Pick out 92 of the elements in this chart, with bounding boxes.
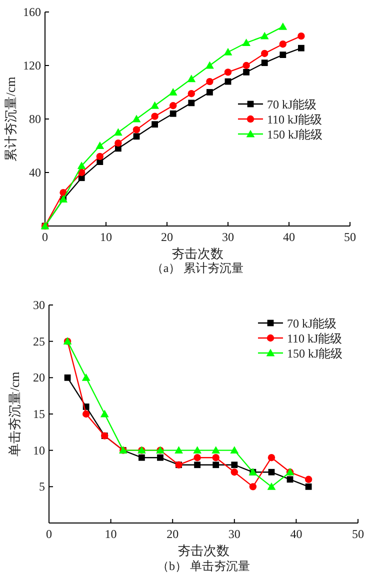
x-tick-label: 40: [283, 230, 295, 244]
point: [206, 61, 214, 69]
point: [170, 102, 177, 110]
legend-label: 70 kJ能级: [287, 316, 337, 330]
y-tick-label: 5: [39, 480, 45, 494]
point: [224, 78, 232, 85]
point: [286, 476, 294, 483]
point: [206, 78, 214, 86]
legend-label: 150 kJ能级: [267, 128, 323, 142]
point: [78, 168, 86, 176]
x-tick-label: 0: [46, 527, 52, 541]
x-tick-label: 10: [104, 527, 117, 541]
point: [298, 44, 304, 52]
point: [279, 40, 286, 48]
point: [150, 101, 159, 109]
point: [224, 48, 232, 56]
point: [305, 483, 312, 490]
point: [230, 468, 238, 476]
point: [132, 126, 140, 134]
point: [224, 68, 232, 76]
point: [157, 454, 164, 461]
y-tick-label: 80: [29, 112, 41, 126]
point: [151, 112, 158, 120]
point: [268, 454, 276, 462]
point: [249, 483, 257, 490]
point: [96, 142, 104, 149]
point: [260, 32, 269, 40]
point: [231, 462, 238, 468]
y-tick-label: 120: [23, 58, 41, 72]
x-tick-label: 30: [222, 230, 234, 244]
point: [267, 482, 276, 490]
y-tick-label: 15: [33, 407, 45, 421]
point: [114, 128, 122, 136]
y-tick-label: 20: [33, 370, 45, 385]
x-tick-label: 30: [228, 527, 240, 541]
point: [77, 162, 86, 170]
x-tick-label: 50: [344, 230, 356, 244]
point: [261, 50, 268, 58]
x-axis-title: 夯击次数: [172, 246, 224, 261]
point: [261, 60, 268, 66]
point: [82, 373, 90, 381]
point: [133, 133, 140, 140]
legend-label: 110 kJ能级: [287, 332, 342, 346]
point: [212, 446, 220, 454]
point: [298, 32, 305, 40]
legend-label: 110 kJ能级: [267, 112, 322, 127]
point: [187, 74, 196, 82]
point: [168, 88, 178, 96]
point: [64, 374, 71, 381]
point: [188, 90, 195, 98]
point: [170, 110, 176, 117]
x-tick-label: 0: [42, 230, 48, 244]
point: [230, 446, 239, 454]
point: [174, 446, 183, 454]
point: [206, 89, 213, 96]
x-tick-label: 20: [161, 230, 173, 244]
y-axis-title: 单击夯沉量/cm: [7, 372, 22, 456]
point: [152, 121, 158, 128]
point: [188, 100, 195, 106]
point: [100, 410, 109, 418]
text: （a） 累计夯沉量: [151, 261, 244, 275]
point: [212, 454, 220, 462]
legend-label: 150 kJ能级: [287, 346, 343, 360]
y-tick-label: 160: [23, 5, 41, 19]
y-tick-label: 40: [29, 166, 41, 180]
point: [280, 52, 286, 58]
point: [268, 468, 275, 476]
point: [82, 410, 90, 418]
x-tick-label: 50: [352, 527, 364, 541]
y-tick-label: 25: [33, 334, 45, 348]
text: （b） 单击夯沉量: [157, 559, 250, 573]
x-tick-label: 10: [100, 230, 112, 244]
point: [304, 476, 312, 483]
point: [242, 38, 250, 46]
point: [96, 152, 104, 160]
point: [278, 22, 288, 30]
point: [212, 462, 220, 468]
legend-label: 70 kJ能级: [267, 98, 317, 112]
y-axis-title: 累计夯沉量/cm: [3, 76, 18, 162]
y-tick-label: 30: [33, 298, 45, 312]
point: [194, 454, 201, 462]
point: [243, 68, 250, 76]
point: [132, 114, 141, 122]
point: [138, 454, 145, 461]
point: [194, 462, 201, 468]
x-axis-title: 夯击次数: [178, 543, 230, 558]
x-tick-label: 40: [290, 527, 302, 541]
point: [193, 446, 202, 454]
y-tick-label: 10: [33, 443, 45, 458]
point: [114, 139, 122, 147]
point: [242, 62, 250, 70]
x-tick-label: 20: [166, 527, 179, 541]
